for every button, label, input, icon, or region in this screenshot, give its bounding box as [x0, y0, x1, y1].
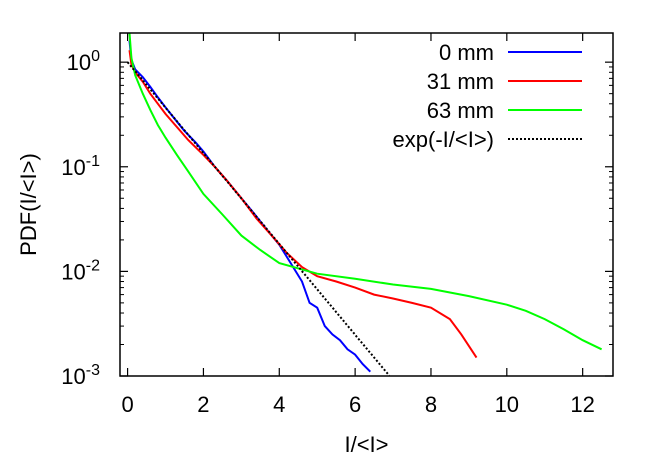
y-axis-label: PDF(I/<I>) [16, 153, 41, 256]
legend-label-0: 0 mm [439, 40, 494, 65]
series-line-2 [128, 33, 603, 351]
legend-label-2: 63 mm [427, 98, 494, 123]
series-layer [126, 33, 603, 376]
x-tick-label: 12 [570, 392, 594, 417]
series-line-0 [128, 40, 372, 373]
x-tick-label: 4 [273, 392, 285, 417]
y-tick-label: 10-2 [61, 257, 100, 284]
legend-label-1: 31 mm [427, 69, 494, 94]
legend-label-3: exp(-I/<I>) [393, 127, 494, 152]
plot-frame [119, 32, 614, 377]
ticks-layer: 0 2 4 6 8 10 12 10-3 10-2 10-1 100 [61, 33, 613, 417]
x-tick-label: 8 [425, 392, 437, 417]
x-tick-label: 0 [121, 392, 133, 417]
series-line-3 [126, 61, 391, 376]
x-tick-label: 6 [349, 392, 361, 417]
x-tick-label: 2 [197, 392, 209, 417]
series-line-1 [128, 50, 478, 359]
y-tick-label: 10-1 [61, 153, 100, 180]
legend: 0 mm 31 mm 63 mm exp(-I/<I>) [393, 40, 582, 152]
y-tick-label: 10-3 [61, 362, 100, 389]
y-tick-label: 100 [67, 48, 100, 75]
x-tick-label: 10 [495, 392, 519, 417]
x-axis-label: I/<I> [344, 432, 388, 457]
